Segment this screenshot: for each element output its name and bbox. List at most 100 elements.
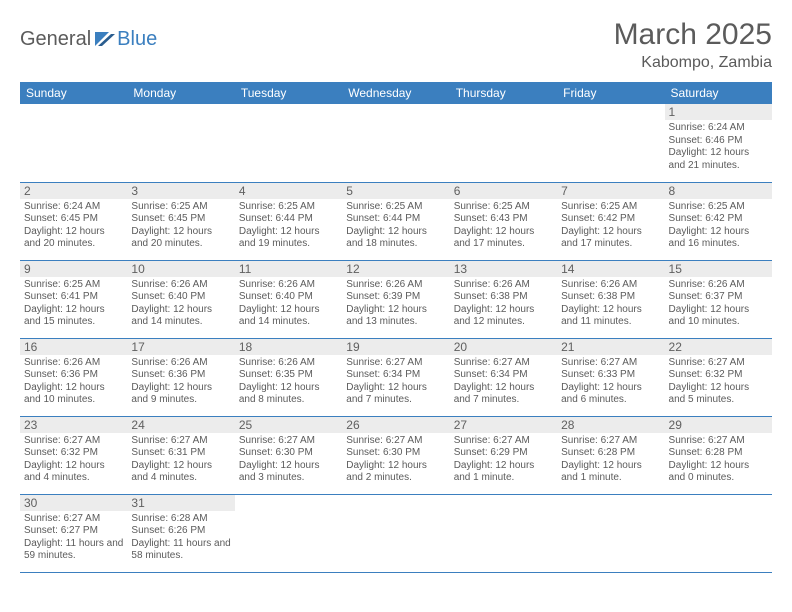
day-details: Sunrise: 6:26 AMSunset: 6:35 PMDaylight:…	[239, 357, 338, 407]
day-details: Sunrise: 6:27 AMSunset: 6:32 PMDaylight:…	[24, 435, 123, 485]
day-number: 11	[235, 261, 342, 277]
day-details: Sunrise: 6:26 AMSunset: 6:37 PMDaylight:…	[669, 279, 768, 329]
weekday-tuesday: Tuesday	[235, 82, 342, 104]
day-number: 14	[557, 261, 664, 277]
calendar-day-cell: 19Sunrise: 6:27 AMSunset: 6:34 PMDayligh…	[342, 338, 449, 416]
calendar-day-cell: 14 Sunrise: 6:26 AMSunset: 6:38 PMDayligh…	[557, 260, 664, 338]
brand-logo: General Blue	[20, 18, 157, 51]
calendar-day-cell	[450, 494, 557, 572]
title-block: March 2025 Kabompo, Zambia	[614, 18, 772, 72]
day-number: 5	[342, 183, 449, 199]
day-number: 1	[665, 104, 772, 120]
day-details: Sunrise: 6:27 AMSunset: 6:31 PMDaylight:…	[131, 435, 230, 485]
brand-name-2: Blue	[117, 28, 157, 51]
weekday-friday: Friday	[557, 82, 664, 104]
day-number: 15	[665, 261, 772, 277]
day-number: 13	[450, 261, 557, 277]
calendar-day-cell	[557, 104, 664, 182]
calendar-day-cell: 26 Sunrise: 6:27 AMSunset: 6:30 PMDayligh…	[342, 416, 449, 494]
day-details: Sunrise: 6:25 AMSunset: 6:45 PMDaylight:…	[131, 201, 230, 251]
calendar-day-cell: 1 Sunrise: 6:24 AMSunset: 6:46 PMDaylight…	[665, 104, 772, 182]
calendar-day-cell: 20Sunrise: 6:27 AMSunset: 6:34 PMDayligh…	[450, 338, 557, 416]
day-number: 23	[20, 417, 127, 433]
weekday-thursday: Thursday	[450, 82, 557, 104]
calendar-day-cell: 28 Sunrise: 6:27 AMSunset: 6:28 PMDayligh…	[557, 416, 664, 494]
brand-name-1: General	[20, 28, 91, 51]
calendar-day-cell: 31Sunrise: 6:28 AMSunset: 6:26 PMDayligh…	[127, 494, 234, 572]
day-details: Sunrise: 6:27 AMSunset: 6:34 PMDaylight:…	[346, 357, 445, 407]
day-number: 31	[127, 495, 234, 511]
day-details: Sunrise: 6:26 AMSunset: 6:38 PMDaylight:…	[561, 279, 660, 329]
weekday-header-row: Sunday Monday Tuesday Wednesday Thursday…	[20, 82, 772, 104]
day-number: 18	[235, 339, 342, 355]
day-number: 28	[557, 417, 664, 433]
day-number: 17	[127, 339, 234, 355]
day-details: Sunrise: 6:27 AMSunset: 6:29 PMDaylight:…	[454, 435, 553, 485]
day-number: 6	[450, 183, 557, 199]
day-details: Sunrise: 6:25 AMSunset: 6:42 PMDaylight:…	[561, 201, 660, 251]
day-number: 21	[557, 339, 664, 355]
day-details: Sunrise: 6:27 AMSunset: 6:32 PMDaylight:…	[669, 357, 768, 407]
calendar-day-cell: 6 Sunrise: 6:25 AMSunset: 6:43 PMDaylight…	[450, 182, 557, 260]
calendar-day-cell: 29 Sunrise: 6:27 AMSunset: 6:28 PMDayligh…	[665, 416, 772, 494]
calendar-day-cell: 30Sunrise: 6:27 AMSunset: 6:27 PMDayligh…	[20, 494, 127, 572]
calendar-day-cell: 3 Sunrise: 6:25 AMSunset: 6:45 PMDaylight…	[127, 182, 234, 260]
day-details: Sunrise: 6:25 AMSunset: 6:43 PMDaylight:…	[454, 201, 553, 251]
calendar-week-row: 1 Sunrise: 6:24 AMSunset: 6:46 PMDaylight…	[20, 104, 772, 182]
calendar-page: General Blue March 2025 Kabompo, Zambia …	[0, 0, 792, 583]
day-number: 16	[20, 339, 127, 355]
calendar-day-cell: 13 Sunrise: 6:26 AMSunset: 6:38 PMDayligh…	[450, 260, 557, 338]
day-number: 10	[127, 261, 234, 277]
calendar-day-cell: 10Sunrise: 6:26 AMSunset: 6:40 PMDayligh…	[127, 260, 234, 338]
day-details: Sunrise: 6:27 AMSunset: 6:33 PMDaylight:…	[561, 357, 660, 407]
calendar-day-cell: 24 Sunrise: 6:27 AMSunset: 6:31 PMDayligh…	[127, 416, 234, 494]
calendar-day-cell: 18 Sunrise: 6:26 AMSunset: 6:35 PMDayligh…	[235, 338, 342, 416]
day-number: 9	[20, 261, 127, 277]
day-details: Sunrise: 6:27 AMSunset: 6:28 PMDaylight:…	[561, 435, 660, 485]
day-details: Sunrise: 6:25 AMSunset: 6:42 PMDaylight:…	[669, 201, 768, 251]
calendar-body: 1 Sunrise: 6:24 AMSunset: 6:46 PMDaylight…	[20, 104, 772, 572]
day-details: Sunrise: 6:27 AMSunset: 6:28 PMDaylight:…	[669, 435, 768, 485]
calendar-day-cell: 15 Sunrise: 6:26 AMSunset: 6:37 PMDayligh…	[665, 260, 772, 338]
day-number: 2	[20, 183, 127, 199]
calendar-day-cell	[665, 494, 772, 572]
day-details: Sunrise: 6:27 AMSunset: 6:30 PMDaylight:…	[346, 435, 445, 485]
calendar-day-cell	[342, 494, 449, 572]
weekday-saturday: Saturday	[665, 82, 772, 104]
calendar-day-cell: 11 Sunrise: 6:26 AMSunset: 6:40 PMDayligh…	[235, 260, 342, 338]
weekday-monday: Monday	[127, 82, 234, 104]
day-number: 26	[342, 417, 449, 433]
weekday-wednesday: Wednesday	[342, 82, 449, 104]
calendar-day-cell: 27 Sunrise: 6:27 AMSunset: 6:29 PMDayligh…	[450, 416, 557, 494]
day-number: 3	[127, 183, 234, 199]
day-details: Sunrise: 6:26 AMSunset: 6:38 PMDaylight:…	[454, 279, 553, 329]
calendar-day-cell: 16Sunrise: 6:26 AMSunset: 6:36 PMDayligh…	[20, 338, 127, 416]
calendar-week-row: 9 Sunrise: 6:25 AMSunset: 6:41 PMDaylight…	[20, 260, 772, 338]
calendar-week-row: 16Sunrise: 6:26 AMSunset: 6:36 PMDayligh…	[20, 338, 772, 416]
day-details: Sunrise: 6:27 AMSunset: 6:34 PMDaylight:…	[454, 357, 553, 407]
day-number: 12	[342, 261, 449, 277]
day-number: 27	[450, 417, 557, 433]
calendar-week-row: 30Sunrise: 6:27 AMSunset: 6:27 PMDayligh…	[20, 494, 772, 572]
day-number: 8	[665, 183, 772, 199]
calendar-day-cell: 7Sunrise: 6:25 AMSunset: 6:42 PMDaylight…	[557, 182, 664, 260]
calendar-week-row: 2Sunrise: 6:24 AMSunset: 6:45 PMDaylight…	[20, 182, 772, 260]
calendar-day-cell	[20, 104, 127, 182]
day-details: Sunrise: 6:24 AMSunset: 6:46 PMDaylight:…	[669, 122, 768, 172]
day-details: Sunrise: 6:25 AMSunset: 6:41 PMDaylight:…	[24, 279, 123, 329]
calendar-day-cell	[342, 104, 449, 182]
weekday-sunday: Sunday	[20, 82, 127, 104]
calendar-day-cell: 9 Sunrise: 6:25 AMSunset: 6:41 PMDaylight…	[20, 260, 127, 338]
day-details: Sunrise: 6:25 AMSunset: 6:44 PMDaylight:…	[346, 201, 445, 251]
calendar-day-cell	[235, 104, 342, 182]
calendar-day-cell: 4Sunrise: 6:25 AMSunset: 6:44 PMDaylight…	[235, 182, 342, 260]
day-number: 24	[127, 417, 234, 433]
calendar-day-cell	[235, 494, 342, 572]
day-number: 4	[235, 183, 342, 199]
day-number: 29	[665, 417, 772, 433]
month-title: March 2025	[614, 18, 772, 52]
day-details: Sunrise: 6:27 AMSunset: 6:30 PMDaylight:…	[239, 435, 338, 485]
day-details: Sunrise: 6:26 AMSunset: 6:40 PMDaylight:…	[239, 279, 338, 329]
calendar-day-cell	[557, 494, 664, 572]
day-number: 30	[20, 495, 127, 511]
